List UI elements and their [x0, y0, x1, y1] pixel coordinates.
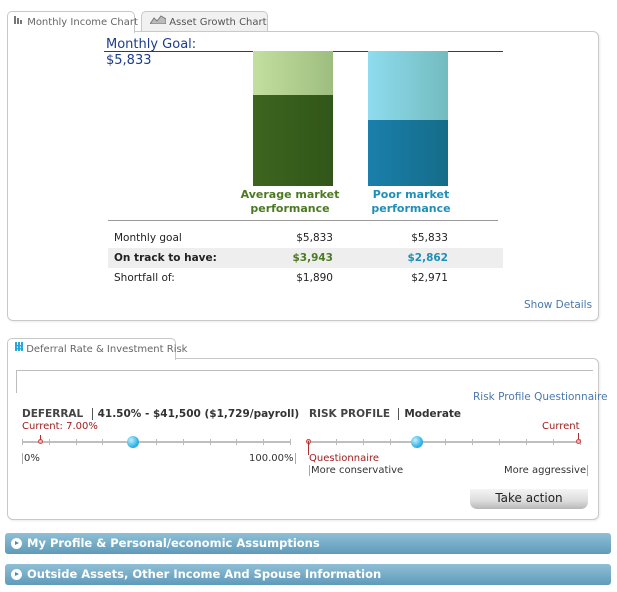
slider-tick	[390, 439, 392, 445]
risk-max-label: More aggressive	[504, 465, 589, 476]
expand-arrow-icon	[11, 569, 22, 580]
row-poor-value: $2,971	[411, 272, 448, 284]
risk-label: RISK PROFILE	[309, 408, 390, 420]
slider-tick	[75, 439, 77, 445]
risk-value: Moderate	[404, 408, 462, 420]
tab-asset-growth-chart[interactable]: Asset Growth Chart	[141, 11, 268, 31]
bar-chart-icon	[14, 12, 24, 32]
accordion-label: Outside Assets, Other Income And Spouse …	[27, 567, 382, 581]
show-details-link[interactable]: Show Details	[524, 299, 593, 311]
deferral-current-marker-line	[40, 435, 41, 440]
risk-profile-questionnaire-link[interactable]: Risk Profile Questionnaire	[473, 391, 608, 403]
tab-label: Asset Growth Chart	[169, 17, 267, 28]
bar-average-shortfall	[253, 51, 333, 95]
accordion-outside-assets[interactable]: Outside Assets, Other Income And Spouse …	[5, 564, 611, 585]
deferral-slider-handle[interactable]	[127, 436, 140, 448]
slider-tick	[22, 439, 23, 445]
slider-tick	[209, 439, 211, 445]
risk-current-marker-line	[578, 433, 579, 439]
sliders-icon	[15, 339, 23, 359]
risk-current-label: Current	[542, 421, 580, 432]
deferral-min-label: 0%	[22, 453, 40, 464]
deferral-max-label: 100.00%	[249, 453, 296, 464]
table-divider	[108, 220, 498, 221]
slider-tick	[48, 439, 50, 445]
slider-tick	[498, 439, 500, 445]
row-average-value: $3,943	[292, 252, 333, 264]
expand-arrow-icon	[11, 538, 22, 549]
deferral-heading: DEFERRAL 41.50% - $41,500 ($1,729/payrol…	[22, 408, 299, 420]
bar-poor-on-track	[368, 119, 448, 186]
tab-label: Monthly Income Chart	[27, 17, 138, 28]
risk-questionnaire-marker-line	[308, 441, 309, 455]
monthly-goal-value: $5,833	[106, 53, 152, 68]
bar-poor-shortfall	[368, 51, 448, 120]
risk-questionnaire-label: Questionnaire	[309, 453, 380, 464]
slider-tick	[525, 439, 527, 445]
bar-label-poor: Poor market performance	[371, 188, 451, 215]
deferral-label: DEFERRAL	[22, 408, 84, 420]
slider-tick	[263, 439, 265, 445]
slider-tick	[156, 439, 157, 445]
slider-tick	[102, 439, 104, 445]
slider-tick	[236, 439, 238, 445]
notice-box	[16, 370, 593, 393]
risk-current-marker	[576, 439, 581, 444]
accordion-label: My Profile & Personal/economic Assumptio…	[27, 536, 320, 550]
area-chart-icon	[149, 12, 167, 32]
deferral-value: 41.50% - $41,500 ($1,729/payroll)	[97, 408, 300, 420]
row-poor-value: $2,862	[407, 252, 448, 264]
row-label: Shortfall of:	[114, 272, 175, 284]
row-poor-value: $5,833	[411, 232, 448, 244]
tab-deferral-rate[interactable]: Deferral Rate & Investment Risk	[7, 338, 187, 360]
table-row: Monthly goal $5,833 $5,833	[108, 228, 503, 248]
slider-tick	[444, 439, 446, 445]
table-row: On track to have: $3,943 $2,862	[108, 248, 503, 268]
table-row: Shortfall of: $1,890 $2,971	[108, 268, 503, 288]
bar-label-average: Average market performance	[240, 188, 340, 215]
slider-tick	[182, 439, 184, 445]
slider-tick	[363, 439, 365, 445]
tab-label: Deferral Rate & Investment Risk	[26, 344, 188, 355]
slider-tick	[471, 439, 473, 445]
take-action-button[interactable]: Take action	[470, 489, 588, 509]
row-average-value: $5,833	[296, 232, 333, 244]
risk-min-label: More conservative	[309, 465, 404, 476]
bar-average-on-track	[253, 94, 333, 186]
slider-tick	[336, 439, 338, 445]
tab-monthly-income-chart[interactable]: Monthly Income Chart	[7, 11, 138, 33]
row-label: Monthly goal	[114, 232, 182, 244]
row-average-value: $1,890	[296, 272, 333, 284]
slider-tick	[552, 439, 554, 445]
accordion-my-profile[interactable]: My Profile & Personal/economic Assumptio…	[5, 533, 611, 554]
deferral-current-label: Current: 7.00%	[22, 421, 98, 432]
risk-slider-handle[interactable]	[411, 436, 423, 448]
slider-tick	[290, 439, 291, 445]
row-label: On track to have:	[114, 252, 217, 264]
monthly-goal-label: Monthly Goal:	[106, 37, 197, 52]
risk-heading: RISK PROFILE Moderate	[309, 408, 461, 420]
